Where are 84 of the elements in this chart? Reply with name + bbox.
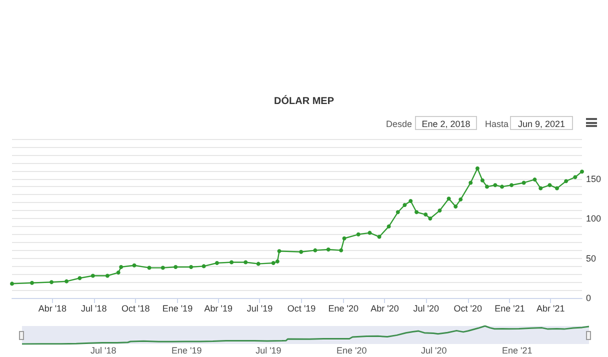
point: [132, 263, 136, 268]
y-tick-label: 100: [586, 214, 602, 224]
point: [271, 261, 276, 266]
point: [147, 266, 152, 270]
point: [428, 216, 432, 220]
point: [555, 186, 559, 190]
x-tick-label: Oct '18: [122, 304, 150, 314]
point: [396, 210, 400, 214]
chart-title: DÓLAR MEP: [273, 96, 335, 107]
point: [10, 282, 14, 286]
text: Desde: [386, 118, 412, 131]
point: [377, 234, 382, 239]
point: [424, 212, 428, 217]
x-tick-label: Ene '19: [162, 304, 193, 314]
x-tick-label: Oct '20: [454, 304, 482, 314]
x-tick-label: Abr '19: [204, 304, 232, 314]
x-tick-label: Ene '19: [171, 346, 202, 356]
point: [299, 250, 304, 254]
x-tick-label: Ene '20: [336, 346, 367, 356]
point: [402, 202, 407, 207]
point: [408, 199, 413, 204]
point: [90, 274, 95, 278]
x-tick-label: Jul '19: [246, 304, 273, 314]
point: [160, 266, 165, 270]
point: [475, 166, 480, 170]
point: [256, 262, 260, 266]
x-tick-label: Jul '18: [90, 346, 116, 356]
point: [564, 179, 568, 184]
point: [342, 236, 346, 240]
point: [510, 183, 514, 188]
point: [230, 260, 234, 264]
text: Hasta: [485, 118, 509, 131]
date-field: Jun 9, 2021: [510, 116, 573, 130]
y-tick-label: 150: [586, 174, 602, 184]
point: [368, 230, 372, 235]
x-tick-label: Abr '20: [370, 304, 399, 314]
point: [202, 264, 206, 268]
point: [277, 249, 282, 254]
point: [339, 248, 344, 252]
point: [548, 183, 552, 188]
y-tick-label: 50: [586, 253, 596, 264]
point: [480, 178, 484, 182]
point: [356, 232, 360, 236]
point: [105, 274, 110, 278]
x-tick-label: Ene '21: [502, 346, 532, 356]
x-tick-label: Oct '19: [287, 304, 316, 314]
point: [468, 180, 473, 185]
point: [244, 260, 248, 264]
point: [414, 210, 419, 214]
point: [215, 261, 219, 266]
point: [116, 270, 120, 275]
point: [313, 248, 318, 252]
x-tick-label: Abr '18: [38, 304, 67, 314]
point: [119, 264, 124, 269]
y-tick-label: 0: [586, 293, 592, 303]
point: [438, 208, 442, 213]
x-tick-label: Jul '18: [80, 304, 107, 314]
point: [538, 186, 543, 190]
date-field: Ene 2, 2018: [415, 116, 477, 130]
point: [275, 259, 280, 264]
point: [493, 183, 498, 188]
point: [78, 276, 82, 280]
point: [522, 180, 526, 185]
x-tick-label: Jul '20: [413, 304, 439, 314]
x-tick-label: Abr '21: [536, 304, 565, 314]
x-tick-label: Jul '19: [256, 346, 282, 356]
point: [64, 279, 69, 284]
point: [50, 280, 54, 284]
x-tick-label: Jul '20: [421, 346, 447, 356]
point: [458, 197, 463, 202]
point: [326, 248, 330, 252]
point: [30, 280, 34, 285]
point: [580, 170, 584, 174]
point: [189, 264, 194, 269]
point: [446, 196, 451, 201]
x-tick-label: Ene '21: [494, 304, 525, 314]
point: [485, 184, 489, 189]
x-tick-label: Ene '20: [328, 304, 358, 314]
point: [174, 264, 178, 269]
point: [454, 204, 458, 209]
point: [573, 175, 578, 180]
point: [500, 184, 504, 189]
point: [532, 178, 537, 182]
point: [386, 224, 391, 228]
